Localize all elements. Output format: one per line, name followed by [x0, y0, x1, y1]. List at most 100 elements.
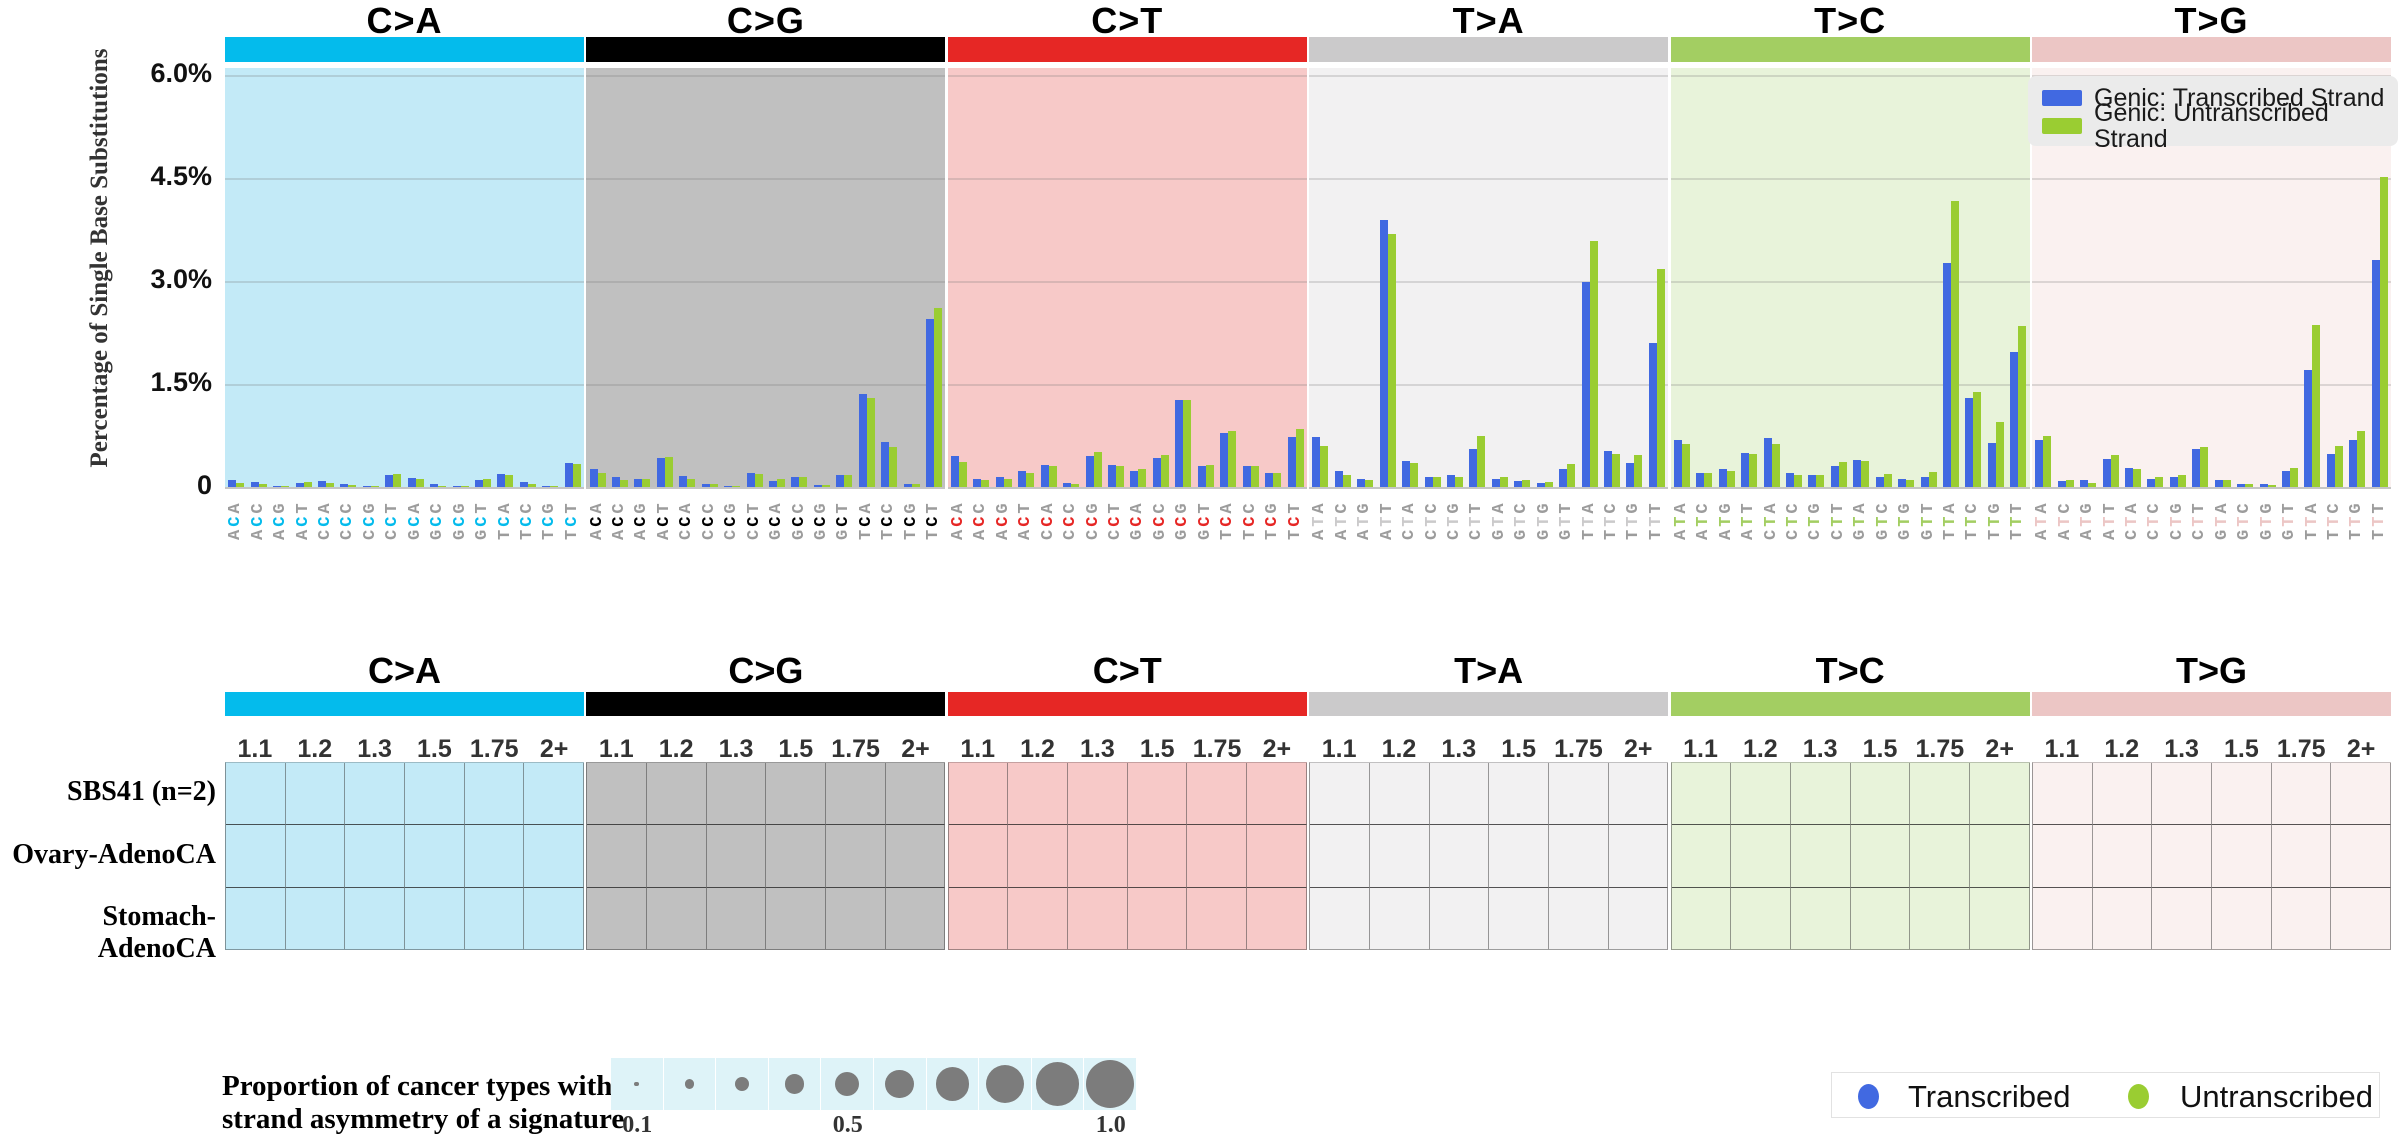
transcribed-dot-icon — [1858, 1084, 1879, 1109]
table-cell-T>G-1.5-row0 — [2212, 763, 2272, 826]
bar-C>T-CCC-transcribed — [1063, 482, 1072, 487]
ratio-label-C>G-2+: 2+ — [901, 735, 930, 763]
bar-C>G-ACG-untranscribed — [642, 479, 651, 487]
table-cell-C>T-1.2-row1 — [1008, 825, 1069, 888]
bar-T>G-ATA-transcribed — [2035, 439, 2044, 487]
bar-T>C-ATC-transcribed — [1696, 472, 1705, 487]
xtick-T>A-ATA: ATA — [1310, 500, 1330, 540]
gridline — [1309, 177, 1669, 180]
table-cell-T>A-2+-row2 — [1608, 887, 1669, 950]
bar-C>A-CCC-transcribed — [340, 483, 349, 487]
table-cell-T>G-1.3-row0 — [2152, 763, 2212, 826]
ratio-label-T>C-1.75: 1.75 — [1915, 735, 1965, 763]
bar-T>C-CTA-transcribed — [1763, 438, 1772, 487]
xtick-T>G-TTG: TTG — [2347, 500, 2367, 540]
xtick-T>C-ATC: ATC — [1694, 500, 1714, 540]
bar-T>C-ATA-untranscribed — [1681, 444, 1690, 487]
gridline — [2032, 177, 2391, 180]
bar-C>A-ACA-transcribed — [228, 480, 237, 487]
ratio-label-C>T-1.75: 1.75 — [1192, 735, 1242, 763]
bar-T>A-TTA-transcribed — [1581, 281, 1590, 487]
xtick-T>A-ATG: ATG — [1355, 500, 1375, 540]
table-section-title-C>T: C>T — [1092, 650, 1162, 691]
table-cell-C>T-1.5-row1 — [1127, 825, 1188, 888]
bar-C>G-CCT-untranscribed — [754, 473, 763, 487]
table-cell-C>A-1.1-row2 — [226, 887, 286, 950]
section-title-C>A: C>A — [366, 0, 443, 41]
section-T>C: T>C ATA ATC ATG ATT CTA CTC CTG CTT GTA GTC GTG GTT T… — [1670, 0, 2030, 575]
bar-T>C-GTT-transcribed — [1920, 477, 1929, 487]
bar-C>T-CCA-untranscribed — [1048, 466, 1057, 487]
ytick-0: 0 — [196, 470, 212, 500]
bubble-dot-0.1 — [634, 1081, 640, 1087]
bar-C>G-TCA-transcribed — [858, 393, 867, 487]
table-cell-C>T-1.2-row2 — [1008, 887, 1069, 950]
ytick-3.0%: 3.0% — [150, 263, 212, 294]
xtick-T>A-TTT: TTT — [1646, 500, 1666, 540]
gridline — [1309, 280, 1669, 283]
untranscribed-legend-label: Genic: Untranscribed Strand — [2094, 99, 2329, 153]
section-header-bar-T>C — [1670, 37, 2030, 62]
x-axis-line — [2032, 487, 2391, 489]
ratio-label-C>G-1.3: 1.3 — [718, 735, 754, 763]
bar-C>T-GCA-untranscribed — [1138, 468, 1147, 487]
table-cell-C>T-1.3-row0 — [1068, 763, 1128, 826]
bar-C>G-TCC-transcribed — [881, 442, 890, 487]
bar-C>T-TCC-transcribed — [1242, 466, 1251, 487]
bar-C>T-TCA-transcribed — [1220, 432, 1229, 487]
bar-T>C-ATG-transcribed — [1718, 469, 1727, 487]
bar-T>C-GTA-untranscribed — [1861, 460, 1870, 487]
table-cell-C>G-2+-row1 — [885, 825, 946, 888]
ratio-label-T>G-1.1: 1.1 — [2044, 735, 2080, 763]
bubble-cell-0.9 — [1031, 1058, 1085, 1110]
table-cell-T>C-1.1-row2 — [1671, 887, 1732, 950]
bar-C>G-GCA-untranscribed — [777, 479, 786, 487]
bubble-dot-0.8 — [985, 1064, 1025, 1104]
table-header-bar-C>A — [225, 692, 584, 716]
gridline — [586, 280, 946, 283]
bar-T>G-GTG-untranscribed — [2267, 484, 2276, 487]
bar-C>G-CCG-transcribed — [724, 485, 733, 487]
bar-T>A-CTT-transcribed — [1469, 448, 1478, 487]
bar-C>G-ACT-transcribed — [656, 457, 665, 487]
xtick-C>G-CCC: CCC — [699, 500, 719, 540]
bar-T>C-TTG-transcribed — [1987, 443, 1996, 487]
table-cell-C>T-1.5-row2 — [1127, 887, 1188, 950]
bar-C>A-CCG-transcribed — [362, 485, 371, 487]
x-axis-line — [586, 487, 946, 489]
xtick-T>G-CTG: CTG — [2167, 500, 2187, 540]
table-section-title-T>A: T>A — [1454, 650, 1524, 691]
untranscribed-label: Untranscribed — [2180, 1079, 2373, 1114]
bubble-cell-0.8 — [979, 1058, 1032, 1110]
bar-C>T-CCC-untranscribed — [1071, 483, 1080, 487]
xtick-T>G-GTC: GTC — [2235, 500, 2255, 540]
bar-C>T-TCC-untranscribed — [1250, 465, 1259, 487]
table-cell-T>G-1.2-row0 — [2092, 763, 2153, 826]
xtick-C>T-GCC: GCC — [1150, 500, 1170, 540]
xtick-C>A-ACC: ACC — [248, 500, 268, 540]
table-cell-T>A-1.5-row2 — [1489, 887, 1549, 950]
bar-C>A-GCA-untranscribed — [415, 479, 424, 487]
xtick-C>T-ACC: ACC — [971, 500, 991, 540]
table-cell-C>G-1.75-row0 — [826, 763, 886, 826]
xtick-T>G-ATA: ATA — [2033, 500, 2053, 540]
bar-T>C-CTT-untranscribed — [1838, 462, 1847, 487]
bubble-tick-0.5: 0.5 — [832, 1112, 863, 1137]
bar-C>A-ACC-untranscribed — [258, 484, 267, 487]
bar-C>T-GCC-untranscribed — [1160, 454, 1169, 487]
bar-C>T-TCT-untranscribed — [1295, 429, 1304, 487]
bar-T>C-TTA-transcribed — [1942, 263, 1951, 487]
bar-T>G-TTG-untranscribed — [2357, 430, 2366, 487]
gridline — [947, 177, 1307, 180]
xtick-C>T-GCT: GCT — [1195, 500, 1215, 540]
odds-ratio-table: C>A 1.1 1.2 1.3 1.5 1.75 2+ C>G 1.1 1.2 1.3 1.5 1.75… — [0, 575, 2400, 970]
xtick-T>G-CTC: CTC — [2145, 500, 2165, 540]
table-cell-C>A-2+-row1 — [524, 825, 584, 888]
xtick-C>A-CCA: CCA — [316, 500, 335, 540]
table-cell-C>T-2+-row0 — [1247, 763, 1307, 826]
table-cell-C>A-2+-row0 — [524, 763, 584, 826]
table-cell-T>G-1.75-row1 — [2271, 825, 2332, 888]
xtick-C>G-GCA: GCA — [767, 500, 787, 540]
ratio-label-T>C-1.3: 1.3 — [1802, 735, 1838, 763]
bar-T>C-ATA-transcribed — [1673, 439, 1682, 487]
